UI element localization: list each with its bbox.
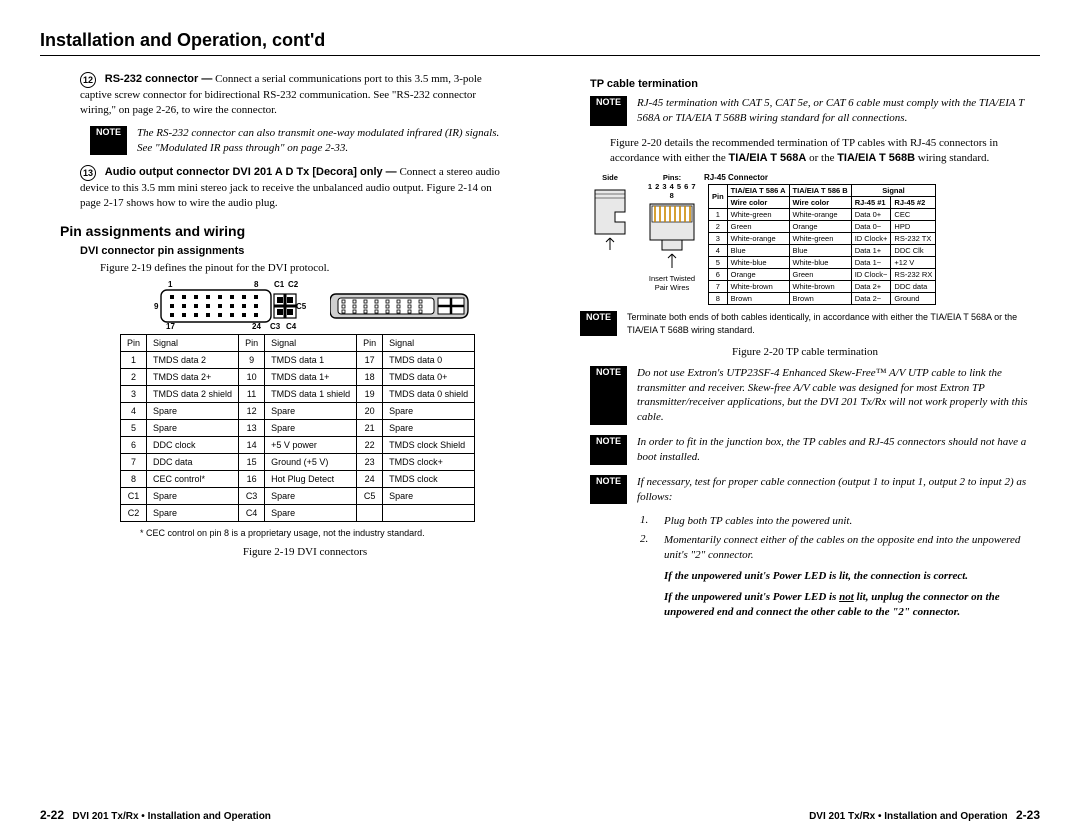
fig-2-19-caption: Figure 2-19 DVI connectors <box>100 546 510 558</box>
footer-right: DVI 201 Tx/Rx • Installation and Operati… <box>809 808 1040 822</box>
page-title: Installation and Operation, cont'd <box>40 30 1040 56</box>
table-row: 2TMDS data 2+10TMDS data 1+18TMDS data 0… <box>121 368 475 385</box>
table-row: 8CEC control*16Hot Plug Detect24TMDS clo… <box>121 470 475 487</box>
dvi-intro: Figure 2-19 defines the pinout for the D… <box>100 261 510 276</box>
note-terminate-both: NOTE Terminate both ends of both cables … <box>580 311 1040 335</box>
pin-table-head: Pin Signal Pin Signal Pin Signal <box>121 334 475 351</box>
dvi-male-icon <box>330 284 470 328</box>
note-label: NOTE <box>590 475 627 505</box>
right-column: TP cable termination NOTE RJ-45 terminat… <box>570 72 1040 623</box>
note-text: If necessary, test for proper cable conn… <box>637 475 1040 505</box>
rj45-side-view: Side <box>580 173 640 254</box>
item-13: 13 Audio output connector DVI 201 A D Tx… <box>40 165 510 211</box>
table-row: C1SpareC3SpareC5Spare <box>121 487 475 504</box>
label-c2: C2 <box>288 280 298 289</box>
page-footer: 2-22 DVI 201 Tx/Rx • Installation and Op… <box>40 808 1040 822</box>
table-row: 5Spare13Spare21Spare <box>121 419 475 436</box>
note-rs232: NOTE The RS-232 connector can also trans… <box>90 126 510 156</box>
rj-head1: Pin TIA/EIA T 586 A TIA/EIA T 586 B Sign… <box>709 185 936 197</box>
rj45-pin-labels: Pins: 1 2 3 4 5 6 7 8 Insert Twisted Pai… <box>646 173 698 292</box>
table-row: 4BlueBlueData 1+DDC Clk <box>709 245 936 257</box>
note-label: NOTE <box>590 435 627 465</box>
circled-12: 12 <box>80 72 96 88</box>
dvi-connector-figures: 1 8 C1 C2 17 24 C3 C4 C5 9 <box>120 284 510 328</box>
label-c5: C5 <box>296 302 306 311</box>
table-row: 2GreenOrangeData 0−HPD <box>709 221 936 233</box>
step-2: 2. Momentarily connect either of the cab… <box>640 533 1040 563</box>
circled-13: 13 <box>80 165 96 181</box>
label-9: 9 <box>154 302 158 311</box>
rj45-end-icon <box>646 200 698 270</box>
table-row: 3TMDS data 2 shield11TMDS data 1 shield1… <box>121 385 475 402</box>
two-column-layout: 12 RS-232 connector — Connect a serial c… <box>40 72 1040 623</box>
table-row: 6DDC clock14+5 V power22TMDS clock Shiel… <box>121 436 475 453</box>
item-12: 12 RS-232 connector — Connect a serial c… <box>40 72 510 118</box>
rj-head2: Wire color Wire color RJ-45 #1 RJ-45 #2 <box>709 197 936 209</box>
rj45-table: Pin TIA/EIA T 586 A TIA/EIA T 586 B Sign… <box>708 184 936 305</box>
dvi-pin-table: Pin Signal Pin Signal Pin Signal 1TMDS d… <box>120 334 475 522</box>
rj45-table-wrap: RJ-45 Connector Pin TIA/EIA T 586 A TIA/… <box>704 173 936 305</box>
note-utp: NOTE Do not use Extron's UTP23SF-4 Enhan… <box>590 366 1040 425</box>
item-12-lead: RS-232 connector — <box>105 73 213 85</box>
label-c4: C4 <box>286 322 296 331</box>
label-17: 17 <box>166 322 175 331</box>
note-boot: NOTE In order to fit in the junction box… <box>590 435 1040 465</box>
table-row: 1White-greenWhite-orangeData 0+CEC <box>709 209 936 221</box>
table-row: 8BrownBrownData 2−Ground <box>709 293 936 305</box>
table-row: 7DDC data15Ground (+5 V)23TMDS clock+ <box>121 453 475 470</box>
table-row: 3White-orangeWhite-greenID Clock+RS-232 … <box>709 233 936 245</box>
dvi-female-icon: 1 8 C1 C2 17 24 C3 C4 C5 9 <box>160 284 300 328</box>
note-label: NOTE <box>580 311 617 335</box>
table-row: 6OrangeGreenID Clock−RS-232 RX <box>709 269 936 281</box>
table-row: 4Spare12Spare20Spare <box>121 402 475 419</box>
label-1: 1 <box>168 280 172 289</box>
label-c1: C1 <box>274 280 284 289</box>
table-row: 7White-brownWhite-brownData 2+DDC data <box>709 281 936 293</box>
table-row: 5White-blueWhite-blueData 1−+12 V <box>709 257 936 269</box>
dvi-pin-heading: DVI connector pin assignments <box>80 245 510 257</box>
if-lit: If the unpowered unit's Power LED is lit… <box>664 569 1040 584</box>
table-row: C2SpareC4Spare <box>121 504 475 521</box>
rj45-figure-block: Side Pins: 1 2 3 4 5 6 7 8 <box>580 173 1040 305</box>
step-1: 1. Plug both TP cables into the powered … <box>640 514 1040 529</box>
note-text: Do not use Extron's UTP23SF-4 Enhanced S… <box>637 366 1040 425</box>
table-row: 1TMDS data 29TMDS data 117TMDS data 0 <box>121 351 475 368</box>
note-text: The RS-232 connector can also transmit o… <box>137 126 510 156</box>
note-rj45: NOTE RJ-45 termination with CAT 5, CAT 5… <box>590 96 1040 126</box>
pin-assignments-heading: Pin assignments and wiring <box>60 223 510 239</box>
label-8: 8 <box>254 280 258 289</box>
label-24: 24 <box>252 322 261 331</box>
tp-intro: Figure 2-20 details the recommended term… <box>610 136 1040 166</box>
note-label: NOTE <box>590 366 627 425</box>
rj45-side-icon <box>585 182 635 252</box>
note-text: Terminate both ends of both cables ident… <box>627 311 1040 335</box>
fig-2-20-caption: Figure 2-20 TP cable termination <box>570 346 1040 358</box>
if-not-lit: If the unpowered unit's Power LED is not… <box>664 590 1040 620</box>
item-13-lead: Audio output connector DVI 201 A D Tx [D… <box>105 166 397 178</box>
note-label: NOTE <box>90 126 127 156</box>
footer-left: 2-22 DVI 201 Tx/Rx • Installation and Op… <box>40 808 271 822</box>
label-c3: C3 <box>270 322 280 331</box>
rj45-conn-label: RJ-45 Connector <box>704 173 936 182</box>
note-text: RJ-45 termination with CAT 5, CAT 5e, or… <box>637 96 1040 126</box>
note-text: In order to fit in the junction box, the… <box>637 435 1040 465</box>
note-test: NOTE If necessary, test for proper cable… <box>590 475 1040 505</box>
cec-footnote: * CEC control on pin 8 is a proprietary … <box>140 528 510 540</box>
left-column: 12 RS-232 connector — Connect a serial c… <box>40 72 510 623</box>
tp-term-heading: TP cable termination <box>590 78 1040 90</box>
note-label: NOTE <box>590 96 627 126</box>
